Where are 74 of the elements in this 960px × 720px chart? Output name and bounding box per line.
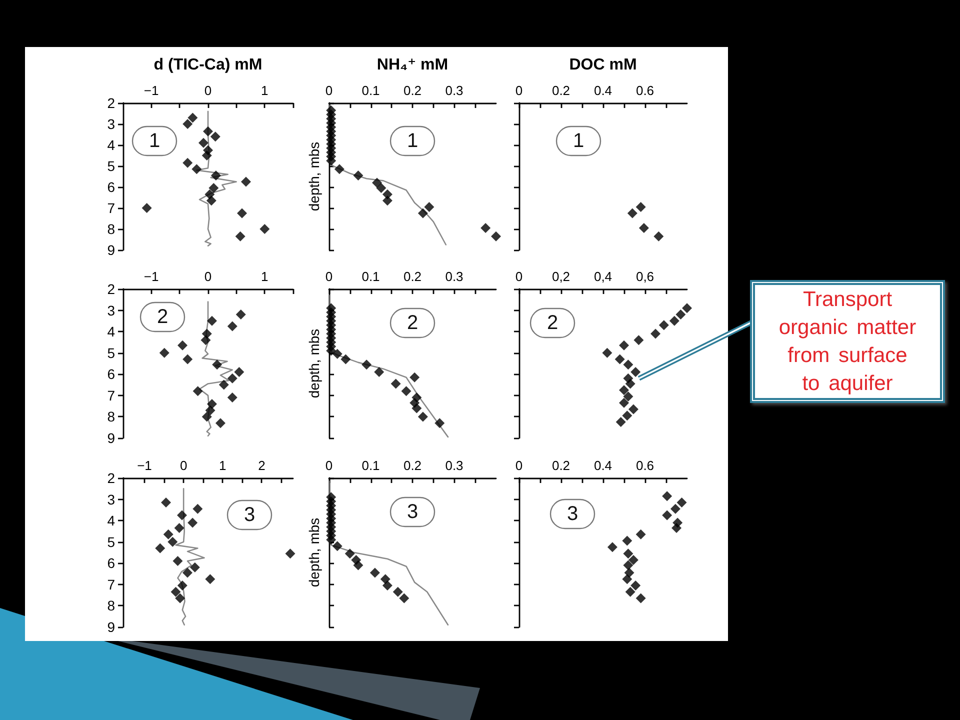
x-tick-label: 1 bbox=[261, 269, 268, 284]
x-tick-label: −1 bbox=[144, 269, 159, 284]
x-tick-label: 0.3 bbox=[445, 83, 464, 98]
annotation: 3 bbox=[244, 504, 256, 526]
y-tick-label: 3 bbox=[107, 491, 116, 508]
x-tick-label: 0.6 bbox=[636, 83, 654, 98]
annotation: 2 bbox=[547, 312, 558, 334]
y-tick-label: 3 bbox=[107, 302, 116, 318]
x-tick-label: 0.6 bbox=[636, 458, 654, 473]
x-tick-label: 0 bbox=[325, 458, 333, 473]
x-tick-label: 0.4 bbox=[594, 458, 612, 473]
y-tick-label: 8 bbox=[107, 221, 116, 237]
y-tick-label: 6 bbox=[107, 179, 116, 195]
y-tick-label: 5 bbox=[107, 158, 116, 174]
y-tick-label: 7 bbox=[107, 387, 116, 404]
annotation: 3 bbox=[407, 501, 418, 523]
x-axis-title: d (TIC-Ca) mM bbox=[154, 56, 262, 74]
y-axis-title: depth, mbs bbox=[306, 328, 322, 398]
x-axis-title: NH₄⁺ mM bbox=[376, 56, 448, 74]
y-tick-label: 7 bbox=[107, 576, 116, 592]
annotation: 1 bbox=[407, 130, 418, 152]
y-tick-label: 4 bbox=[107, 512, 116, 529]
annotation: Transport organic matter from surface to aquifer bbox=[750, 280, 945, 403]
y-tick-label: 2 bbox=[107, 470, 116, 486]
y-tick-label: 6 bbox=[107, 366, 116, 382]
x-tick-label: 0.2 bbox=[552, 458, 570, 473]
y-tick-label: 2 bbox=[107, 95, 116, 111]
y-tick-label: 9 bbox=[107, 242, 116, 258]
x-tick-label: 0 bbox=[204, 269, 212, 284]
y-tick-label: 3 bbox=[107, 116, 116, 132]
x-tick-label: −1 bbox=[137, 458, 152, 473]
x-tick-label: 0.3 bbox=[445, 458, 464, 473]
x-tick-label: 0.1 bbox=[362, 458, 380, 473]
x-tick-label: 0 bbox=[325, 269, 333, 284]
x-tick-label: 0 bbox=[325, 83, 333, 98]
x-tick-label: 0 bbox=[204, 83, 212, 98]
x-tick-label: 0.1 bbox=[362, 269, 380, 284]
annotation: 1 bbox=[149, 130, 160, 152]
annotation: 2 bbox=[157, 306, 168, 328]
y-tick-label: 7 bbox=[107, 200, 116, 216]
y-tick-label: 8 bbox=[107, 408, 116, 425]
y-tick-label: 4 bbox=[107, 324, 116, 340]
y-tick-label: 9 bbox=[107, 619, 116, 635]
y-tick-label: 4 bbox=[107, 137, 116, 153]
annotation: 2 bbox=[407, 312, 418, 334]
x-tick-label: 0,6 bbox=[636, 269, 654, 284]
y-tick-label: 5 bbox=[107, 344, 116, 361]
x-tick-label: 1 bbox=[219, 458, 226, 473]
x-tick-label: 0.2 bbox=[403, 458, 422, 473]
x-tick-label: 0.2 bbox=[403, 83, 422, 98]
y-tick-label: 6 bbox=[107, 555, 116, 572]
x-tick-label: 0,2 bbox=[552, 269, 570, 284]
y-axis-title: depth, mbs bbox=[306, 518, 322, 588]
y-tick-label: 8 bbox=[107, 598, 116, 614]
x-tick-label: −1 bbox=[144, 83, 159, 98]
y-tick-label: 9 bbox=[107, 430, 116, 446]
x-tick-label: 0,4 bbox=[594, 269, 612, 284]
x-tick-label: 0 bbox=[180, 458, 188, 473]
y-tick-label: 5 bbox=[107, 534, 116, 550]
x-tick-label: 0.3 bbox=[445, 269, 464, 284]
annotation: 1 bbox=[573, 130, 584, 152]
x-tick-label: 0.1 bbox=[362, 83, 380, 98]
x-tick-label: 0 bbox=[515, 458, 523, 473]
x-tick-label: 1 bbox=[261, 83, 268, 98]
x-tick-label: 0.4 bbox=[594, 83, 612, 98]
y-tick-label: 2 bbox=[107, 281, 116, 297]
x-tick-label: 2 bbox=[258, 458, 266, 473]
x-tick-label: 0.2 bbox=[552, 83, 570, 98]
y-axis-title: depth, mbs bbox=[306, 142, 322, 212]
x-tick-label: 0 bbox=[515, 269, 523, 284]
x-tick-label: 0.2 bbox=[403, 269, 422, 284]
x-axis-title: DOC mM bbox=[569, 56, 637, 74]
annotation: 3 bbox=[567, 503, 578, 525]
x-tick-label: 0 bbox=[515, 83, 523, 98]
